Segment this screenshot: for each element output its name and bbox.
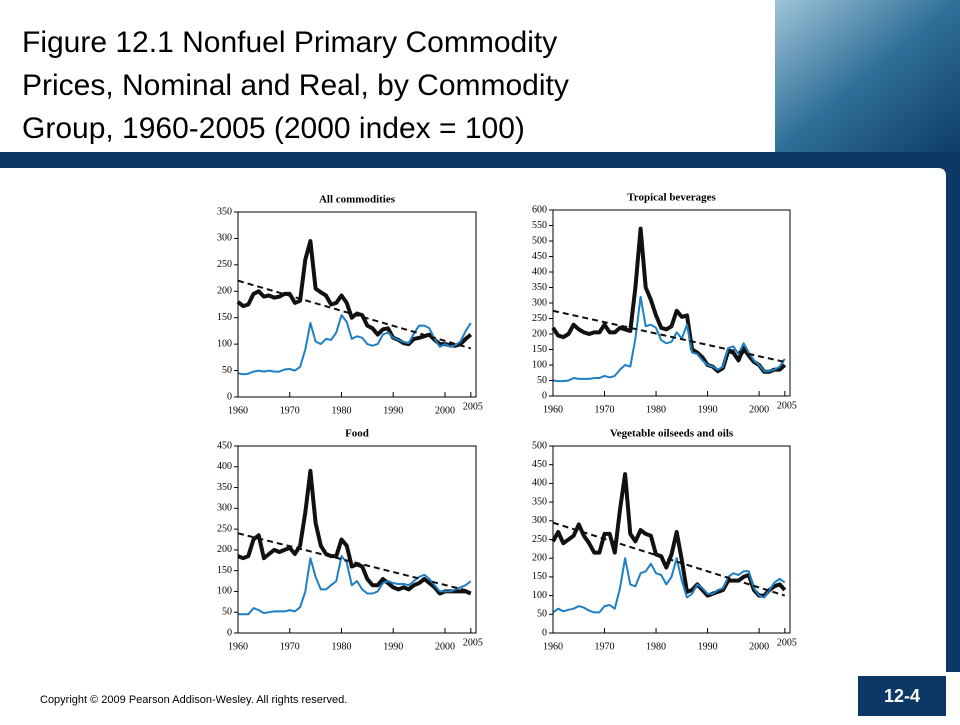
plot-frame xyxy=(552,445,791,634)
y-tick-label: 150 xyxy=(532,344,547,355)
x-tick-label: 2005 xyxy=(777,400,797,411)
x-tick-label: 2000 xyxy=(749,641,769,652)
y-tick-label: 0 xyxy=(542,627,547,638)
x-tick-label: 2005 xyxy=(463,637,483,648)
y-tick-label: 600 xyxy=(532,204,547,215)
slide-title: Prices, Nominal and Real, by Commodity xyxy=(22,69,569,102)
x-tick-label: 1970 xyxy=(595,404,615,415)
y-tick-label: 0 xyxy=(227,391,232,402)
y-tick-label: 200 xyxy=(217,286,232,297)
y-tick-label: 100 xyxy=(217,586,232,597)
x-tick-label: 1990 xyxy=(698,641,718,652)
x-tick-label: 2000 xyxy=(435,405,455,416)
series-line xyxy=(552,295,786,383)
y-tick-label: 450 xyxy=(532,459,547,470)
y-tick-label: 100 xyxy=(532,590,547,601)
y-tick-label: 350 xyxy=(532,496,547,507)
x-tick-label: 1970 xyxy=(280,641,300,652)
y-tick-label: 450 xyxy=(532,251,547,262)
y-tick-label: 50 xyxy=(537,609,547,620)
x-tick-label: 2000 xyxy=(749,404,769,415)
series-line xyxy=(551,472,787,598)
series-line xyxy=(552,521,786,597)
slide-title: Figure 12.1 Nonfuel Primary Commodity xyxy=(22,26,557,59)
header-bar xyxy=(0,152,960,168)
y-tick-label: 200 xyxy=(532,328,547,339)
x-tick-label: 1960 xyxy=(543,404,563,415)
y-tick-label: 300 xyxy=(532,297,547,308)
x-tick-label: 1980 xyxy=(331,641,351,652)
y-tick-label: 400 xyxy=(217,461,232,472)
y-tick-label: 250 xyxy=(532,313,547,324)
y-tick-label: 0 xyxy=(542,390,547,401)
y-tick-label: 400 xyxy=(532,478,547,489)
y-tick-label: 550 xyxy=(532,220,547,231)
decoration xyxy=(775,0,960,152)
slide-title: Group, 1960-2005 (2000 index = 100) xyxy=(22,112,525,145)
y-tick-label: 400 xyxy=(532,266,547,277)
x-tick-label: 2000 xyxy=(435,641,455,652)
plot-frame xyxy=(237,211,477,398)
x-tick-label: 2005 xyxy=(463,401,483,412)
y-tick-label: 350 xyxy=(217,206,232,217)
page-box xyxy=(858,676,946,716)
y-tick-label: 100 xyxy=(532,359,547,370)
y-tick-label: 150 xyxy=(532,571,547,582)
x-tick-label: 1980 xyxy=(331,405,351,416)
y-tick-label: 200 xyxy=(217,544,232,555)
y-tick-label: 150 xyxy=(217,565,232,576)
x-tick-label: 1960 xyxy=(228,405,248,416)
x-tick-label: 1970 xyxy=(595,641,615,652)
x-tick-label: 1960 xyxy=(543,641,563,652)
chart-title: All commodities xyxy=(319,194,396,206)
x-tick-label: 1970 xyxy=(280,405,300,416)
y-tick-label: 250 xyxy=(532,534,547,545)
y-tick-label: 50 xyxy=(222,607,232,618)
y-tick-label: 500 xyxy=(532,440,547,451)
y-tick-label: 0 xyxy=(227,627,232,638)
chart-title: Food xyxy=(345,428,369,440)
series-line xyxy=(552,557,786,614)
y-tick-label: 500 xyxy=(532,235,547,246)
x-tick-label: 1980 xyxy=(646,641,666,652)
x-tick-label: 1990 xyxy=(383,405,403,416)
x-tick-label: 1980 xyxy=(646,404,666,415)
x-tick-label: 1990 xyxy=(383,641,403,652)
series-line xyxy=(551,226,787,374)
series-line xyxy=(237,279,472,350)
y-tick-label: 150 xyxy=(217,312,232,323)
x-tick-label: 1960 xyxy=(228,641,248,652)
series-line xyxy=(237,314,472,376)
y-tick-label: 350 xyxy=(532,282,547,293)
y-tick-label: 200 xyxy=(532,552,547,563)
page-number: 12-4 xyxy=(884,686,920,706)
y-tick-label: 250 xyxy=(217,523,232,534)
y-tick-label: 100 xyxy=(217,338,232,349)
y-tick-label: 250 xyxy=(217,259,232,270)
plot-frame xyxy=(552,209,791,397)
x-tick-label: 2005 xyxy=(777,637,797,648)
plot-frame xyxy=(237,445,477,634)
chart-title: Vegetable oilseeds and oils xyxy=(610,428,734,440)
copyright: Copyright © 2009 Pearson Addison-Wesley.… xyxy=(40,694,347,706)
chart-title: Tropical beverages xyxy=(627,192,716,204)
y-tick-label: 450 xyxy=(217,440,232,451)
y-tick-label: 50 xyxy=(537,375,547,386)
series-line xyxy=(237,468,472,596)
y-tick-label: 50 xyxy=(222,365,232,376)
y-tick-label: 300 xyxy=(532,515,547,526)
y-tick-label: 300 xyxy=(217,503,232,514)
x-tick-label: 1990 xyxy=(698,404,718,415)
y-tick-label: 350 xyxy=(217,482,232,493)
y-tick-label: 300 xyxy=(217,233,232,244)
